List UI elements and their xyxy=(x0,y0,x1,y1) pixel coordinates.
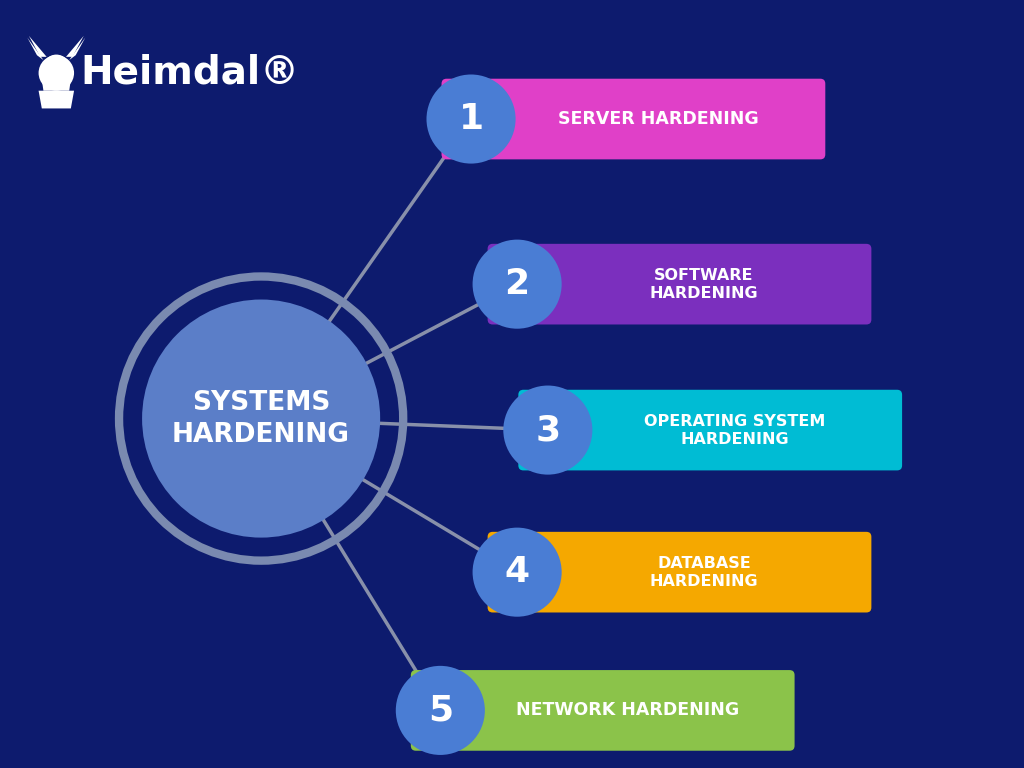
Polygon shape xyxy=(28,38,43,60)
Text: Heimdal®: Heimdal® xyxy=(80,54,299,92)
Circle shape xyxy=(426,74,515,164)
Text: 3: 3 xyxy=(536,413,560,447)
Circle shape xyxy=(473,528,561,617)
Polygon shape xyxy=(40,68,73,91)
Text: SOFTWARE
HARDENING: SOFTWARE HARDENING xyxy=(649,268,759,300)
FancyBboxPatch shape xyxy=(411,670,795,751)
Text: 2: 2 xyxy=(505,267,529,301)
Text: DATABASE
HARDENING: DATABASE HARDENING xyxy=(649,556,759,588)
Text: 5: 5 xyxy=(428,694,453,727)
Polygon shape xyxy=(70,38,85,60)
Text: OPERATING SYSTEM
HARDENING: OPERATING SYSTEM HARDENING xyxy=(644,414,825,446)
Circle shape xyxy=(17,31,95,108)
Circle shape xyxy=(473,240,561,329)
FancyBboxPatch shape xyxy=(518,389,902,471)
Circle shape xyxy=(43,55,70,81)
Text: SYSTEMS
HARDENING: SYSTEMS HARDENING xyxy=(172,389,350,448)
Polygon shape xyxy=(66,36,84,57)
Circle shape xyxy=(39,55,74,91)
Circle shape xyxy=(395,666,485,755)
FancyBboxPatch shape xyxy=(441,78,825,160)
FancyBboxPatch shape xyxy=(487,243,871,325)
Circle shape xyxy=(142,300,380,538)
Polygon shape xyxy=(29,36,47,57)
Polygon shape xyxy=(39,91,74,108)
Text: NETWORK HARDENING: NETWORK HARDENING xyxy=(515,701,739,720)
Text: SERVER HARDENING: SERVER HARDENING xyxy=(557,110,759,128)
Text: 4: 4 xyxy=(505,555,529,589)
Text: 1: 1 xyxy=(459,102,483,136)
Circle shape xyxy=(504,386,592,475)
FancyBboxPatch shape xyxy=(487,531,871,613)
